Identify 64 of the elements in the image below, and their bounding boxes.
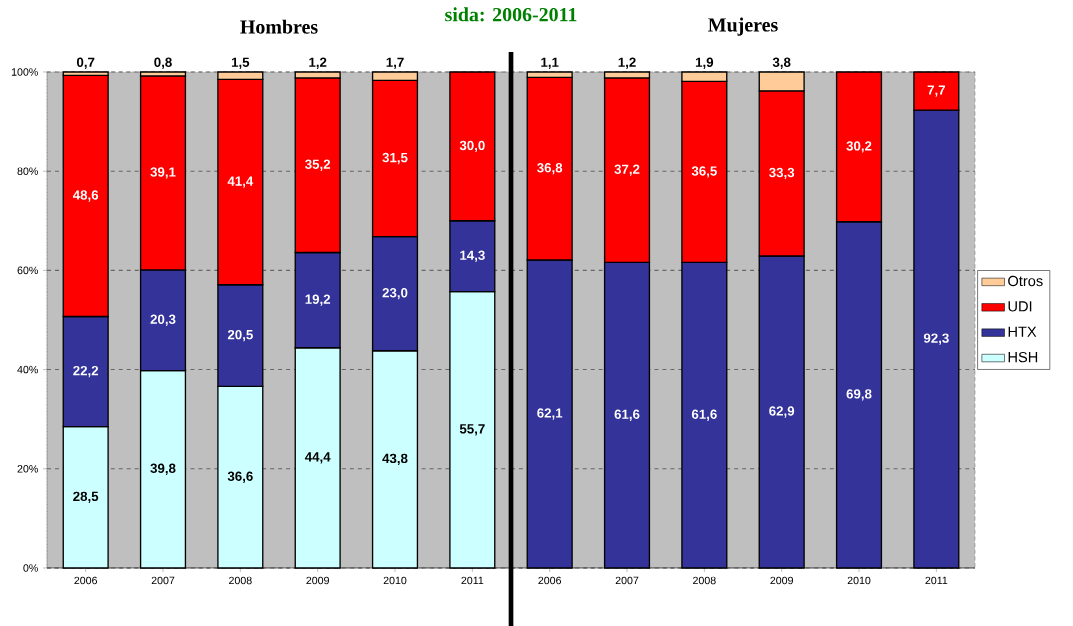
- legend-label: UDI: [1008, 301, 1032, 312]
- data-label: 43,8: [382, 453, 408, 466]
- data-label: 1,2: [618, 57, 636, 69]
- data-label: 22,2: [73, 365, 99, 378]
- chart-title: Mujeres: [708, 17, 778, 36]
- x-tick-label: 2007: [151, 576, 175, 585]
- y-tick-label: 80%: [17, 167, 38, 175]
- legend-label: Otros: [1008, 275, 1043, 287]
- data-label: 61,6: [691, 409, 717, 421]
- data-label: 7,7: [927, 85, 945, 97]
- data-label: 92,3: [923, 333, 949, 345]
- data-label: 69,8: [846, 389, 872, 401]
- data-label: 20,5: [227, 329, 253, 342]
- x-tick-label: 2006: [538, 576, 562, 585]
- data-label: 36,5: [691, 166, 717, 178]
- data-label: 62,9: [769, 406, 795, 418]
- data-label: 33,3: [769, 167, 795, 180]
- data-label: 61,6: [614, 409, 640, 421]
- data-label: 36,8: [537, 163, 563, 175]
- x-tick-label: 2011: [925, 576, 948, 585]
- data-label: 39,8: [150, 463, 176, 475]
- data-label: 41,4: [227, 176, 254, 188]
- data-label: 1,5: [231, 57, 250, 69]
- data-label: 19,2: [305, 294, 331, 306]
- x-tick-label: 2006: [74, 576, 98, 585]
- x-tick-label: 2008: [229, 576, 252, 585]
- data-label: 48,6: [72, 190, 99, 202]
- data-label: 1,7: [386, 57, 404, 69]
- data-label: 23,0: [382, 288, 408, 300]
- chart-title: Hombres: [240, 19, 318, 34]
- data-label: 36,6: [227, 471, 253, 483]
- data-label: 0,7: [76, 57, 95, 69]
- data-label: 31,5: [382, 152, 408, 165]
- data-label: 44,4: [304, 452, 331, 464]
- y-tick-label: 40%: [17, 365, 38, 374]
- data-label: 30,2: [846, 141, 872, 153]
- x-tick-label: 2011: [461, 576, 484, 585]
- data-label: 14,3: [460, 250, 485, 262]
- y-tick-label: 20%: [17, 465, 38, 473]
- data-label: 28,5: [73, 491, 99, 503]
- y-tick-label: 100%: [11, 68, 38, 76]
- data-label: 37,2: [614, 164, 640, 176]
- data-label: 39,1: [150, 167, 176, 179]
- x-tick-label: 2010: [383, 576, 407, 585]
- data-label: 35,2: [305, 159, 331, 171]
- legend-label: HSH: [1008, 351, 1038, 363]
- data-label: 1,9: [695, 57, 714, 69]
- legend-label: HTX: [1008, 326, 1037, 337]
- data-label: 1,2: [309, 57, 327, 69]
- data-label: 30,0: [459, 140, 485, 153]
- x-tick-label: 2007: [615, 576, 639, 585]
- x-tick-label: 2009: [770, 576, 793, 585]
- y-tick-label: 0%: [23, 564, 38, 572]
- data-label: 20,3: [150, 314, 176, 326]
- data-label: 55,7: [459, 424, 485, 436]
- data-label: 1,1: [541, 57, 559, 69]
- x-tick-label: 2008: [693, 576, 716, 585]
- x-tick-label: 2010: [847, 576, 871, 585]
- text: sida: 2006-2011: [445, 7, 577, 22]
- data-label: 0,8: [154, 57, 172, 69]
- x-tick-label: 2009: [306, 576, 329, 585]
- data-label: 3,8: [772, 57, 791, 69]
- data-label: 62,1: [537, 408, 563, 420]
- y-tick-label: 60%: [17, 266, 38, 275]
